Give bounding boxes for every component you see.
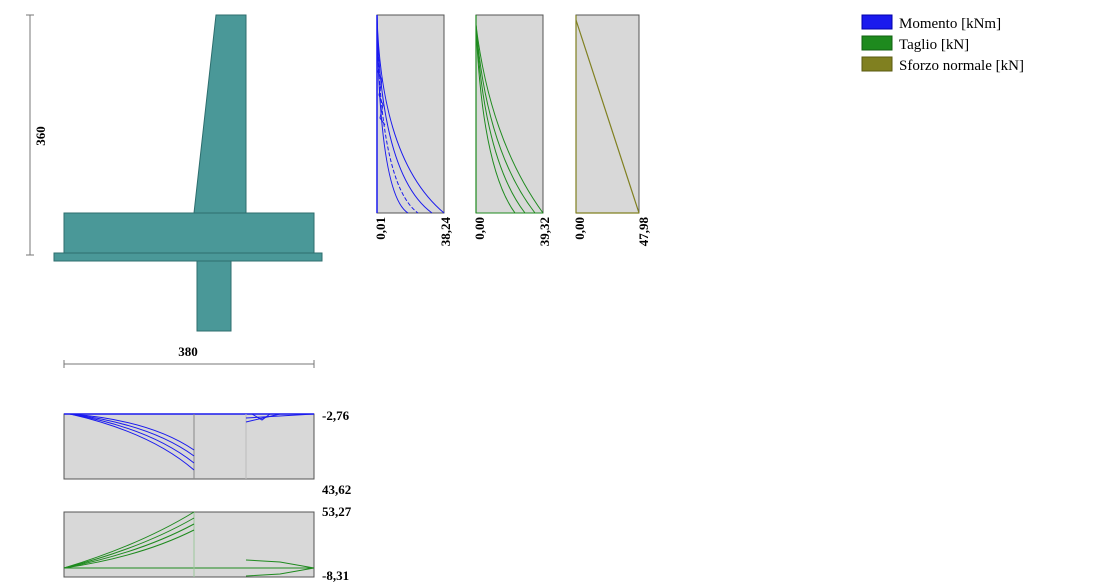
legend-swatch-moment [861, 14, 893, 30]
wall-section: 360 380 [26, 14, 323, 368]
base-moment-top-label: -2,76 [322, 408, 350, 423]
base-shear-diagram: 53,27 -8,31 [63, 504, 352, 583]
stem-shear-envelope-1 [475, 24, 544, 214]
stem-moment-diagram: 0,01 38,24 [373, 14, 453, 247]
stem-shear-min-label: 0,00 [472, 217, 487, 240]
legend-item-moment: Momento [kNm] [861, 14, 1001, 32]
wall-stem [193, 14, 247, 214]
stem-moment-max-label: 38,24 [438, 217, 453, 247]
legend-label-moment: Momento [kNm] [899, 16, 1001, 32]
base-moment-envelope-2 [69, 413, 195, 457]
legend-item-normal: Sforzo normale [kN] [861, 56, 1024, 74]
base-moment-envelope-1 [69, 413, 195, 451]
stem-normal-line [575, 19, 640, 214]
base-shear-envelope-1 [63, 511, 195, 569]
base-shear-top-label: 53,27 [322, 504, 352, 519]
base-shear-bottom-label: -8,31 [322, 568, 349, 583]
base-moment-bottom-label: 43,62 [322, 482, 351, 497]
stem-normal-diagram: 0,00 47,98 [572, 14, 651, 247]
stem-moment-min-label: 0,01 [373, 217, 388, 240]
stem-normal-max-label: 47,98 [636, 217, 651, 247]
base-shear-envelope-3 [63, 523, 195, 569]
base-moment-envelope-3 [69, 413, 195, 464]
wall-footing [63, 212, 315, 254]
stem-moment-envelope-4 [376, 14, 409, 214]
base-shear-envelope-2 [63, 517, 195, 569]
base-shear-toe-1 [245, 559, 315, 569]
height-dimension-label: 360 [33, 126, 48, 146]
legend: Momento [kNm] Taglio [kN] Sforzo normale… [861, 14, 1024, 74]
stem-moment-panel [376, 14, 445, 214]
legend-swatch-normal [861, 56, 893, 72]
legend-swatch-shear [861, 35, 893, 51]
base-shear-toe-2 [245, 567, 315, 577]
base-moment-diagram: -2,76 43,62 [63, 408, 351, 497]
stem-shear-envelope-2 [475, 24, 536, 214]
base-moment-toe-2 [245, 413, 281, 423]
stem-shear-panel [475, 14, 544, 214]
stem-shear-envelope-3 [475, 24, 526, 214]
stem-moment-envelope-1 [376, 14, 445, 214]
stem-shear-max-label: 39,32 [537, 217, 552, 246]
width-dimension-label: 380 [178, 344, 198, 359]
legend-label-normal: Sforzo normale [kN] [899, 58, 1024, 74]
base-moment-envelope-4 [69, 413, 195, 471]
lean-concrete-layer [53, 252, 323, 262]
base-shear-panel [63, 511, 315, 578]
stem-normal-min-label: 0,00 [572, 217, 587, 240]
base-shear-envelope-4 [63, 529, 195, 569]
legend-item-shear: Taglio [kN] [861, 35, 969, 53]
shear-key [196, 260, 232, 332]
stem-moment-envelope-2 [376, 14, 433, 214]
legend-label-shear: Taglio [kN] [899, 37, 969, 53]
stem-shear-envelope-4 [475, 24, 516, 214]
stem-shear-diagram: 0,00 39,32 [472, 14, 552, 246]
